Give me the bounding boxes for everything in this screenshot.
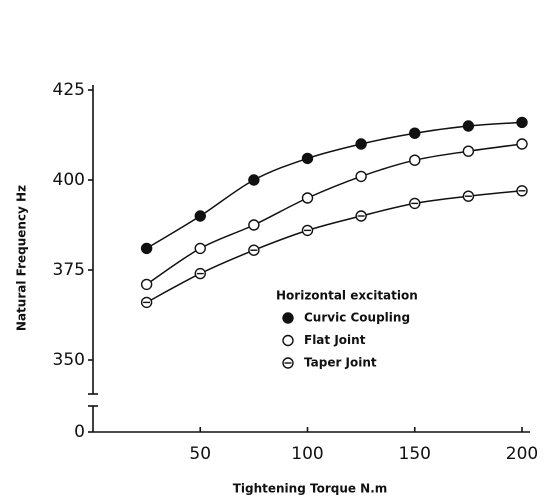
data-point	[194, 267, 206, 280]
y-tick-label: 350	[53, 350, 85, 370]
legend-label: Curvic Coupling	[304, 311, 410, 325]
data-point	[301, 152, 314, 165]
data-point	[462, 190, 475, 202]
data-point	[462, 145, 475, 157]
series-line	[146, 121, 523, 250]
legend-title: Horizontal excitation	[276, 289, 418, 303]
x-tick-label: 100	[291, 444, 323, 464]
legend-marker	[282, 334, 294, 347]
data-point	[409, 154, 421, 166]
data-point	[140, 278, 153, 291]
data-point	[516, 138, 528, 150]
data-point	[194, 242, 206, 255]
y-tick-label: 0	[74, 422, 85, 442]
data-point	[301, 224, 314, 237]
data-point	[248, 244, 260, 256]
x-tick-label: 150	[399, 444, 431, 464]
data-point	[248, 174, 260, 186]
legend-marker	[282, 312, 294, 324]
legend-marker	[282, 357, 294, 369]
data-point	[409, 127, 421, 139]
legend-label: Taper Joint	[304, 356, 377, 370]
data-point	[462, 120, 475, 132]
legend-label: Flat Joint	[304, 333, 366, 347]
data-point	[140, 296, 153, 309]
data-point	[248, 219, 260, 231]
data-point	[140, 242, 153, 255]
x-tick-label: 50	[189, 444, 211, 464]
x-tick-label: 200	[506, 444, 538, 464]
data-point	[516, 116, 528, 129]
y-axis-label: Natural Frequency Hz	[15, 185, 29, 331]
data-point	[409, 197, 421, 210]
data-point	[355, 170, 367, 183]
data-point	[516, 185, 528, 197]
data-point	[355, 210, 367, 222]
data-point	[355, 138, 367, 150]
y-tick-label: 425	[53, 80, 85, 100]
y-tick-label: 400	[53, 170, 85, 190]
x-axis-label: Tightening Torque N.m	[233, 482, 388, 496]
y-tick-label: 375	[53, 260, 85, 280]
data-point	[301, 192, 314, 204]
data-point	[194, 210, 206, 222]
